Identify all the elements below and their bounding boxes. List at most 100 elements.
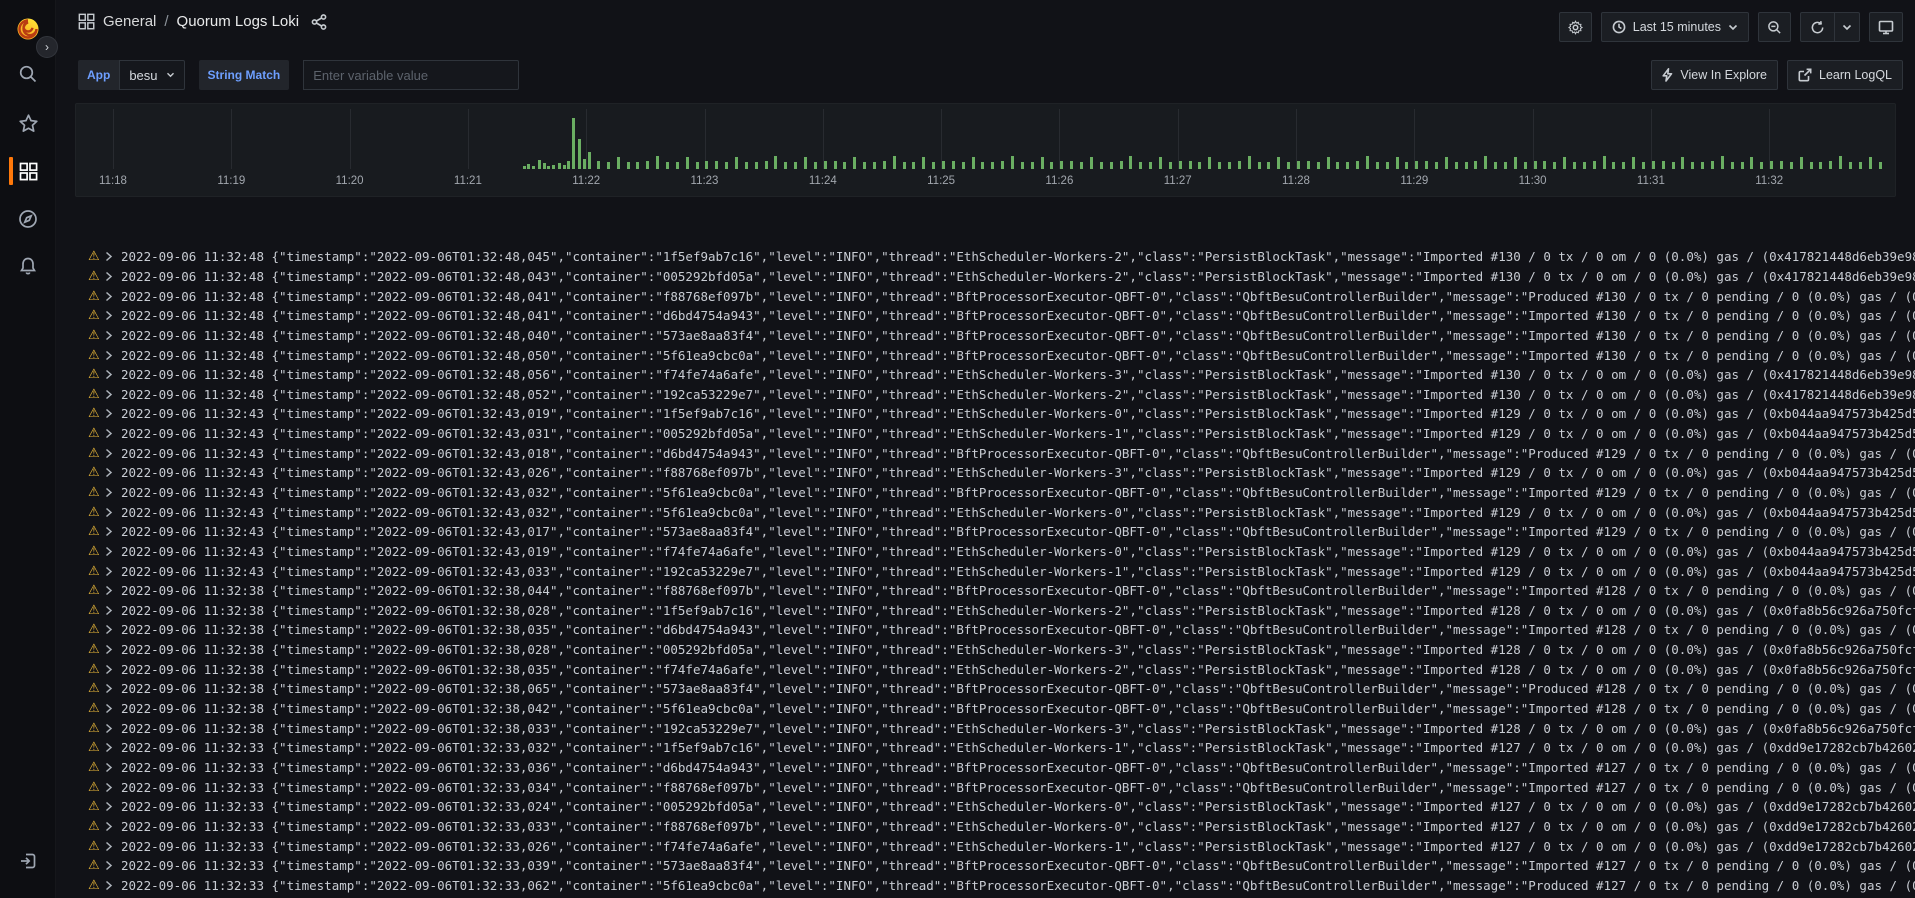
x-axis-tick-label: 11:20 — [335, 175, 364, 187]
breadcrumb-section[interactable]: General — [103, 13, 157, 30]
log-line-text: 2022-09-06 11:32:33 {"timestamp":"2022-0… — [121, 877, 1915, 893]
expand-row-chevron-icon[interactable] — [105, 703, 121, 714]
log-row[interactable]: ⚠ 2022-09-06 11:32:38 {"timestamp":"2022-… — [0, 699, 1915, 719]
expand-row-chevron-icon[interactable] — [105, 624, 121, 635]
expand-row-chevron-icon[interactable] — [105, 880, 121, 891]
histogram-bar — [853, 157, 857, 169]
view-in-explore-button[interactable]: View In Explore — [1651, 60, 1779, 90]
dashboard-settings-button[interactable] — [1558, 12, 1592, 42]
histogram-bar — [932, 162, 936, 169]
zoom-out-button[interactable] — [1758, 12, 1791, 42]
histogram-bar — [1760, 162, 1764, 169]
expand-row-chevron-icon[interactable] — [105, 428, 121, 439]
log-row[interactable]: ⚠ 2022-09-06 11:32:43 {"timestamp":"2022-… — [0, 522, 1915, 542]
expand-row-chevron-icon[interactable] — [105, 782, 121, 793]
expand-row-chevron-icon[interactable] — [105, 821, 121, 832]
expand-row-chevron-icon[interactable] — [105, 291, 121, 302]
log-row[interactable]: ⚠ 2022-09-06 11:32:48 {"timestamp":"2022-… — [0, 384, 1915, 404]
log-row[interactable]: ⚠ 2022-09-06 11:32:33 {"timestamp":"2022-… — [0, 856, 1915, 876]
log-row[interactable]: ⚠ 2022-09-06 11:32:43 {"timestamp":"2022-… — [0, 424, 1915, 444]
log-row[interactable]: ⚠ 2022-09-06 11:32:38 {"timestamp":"2022-… — [0, 581, 1915, 601]
expand-row-chevron-icon[interactable] — [105, 310, 121, 321]
log-row[interactable]: ⚠ 2022-09-06 11:32:38 {"timestamp":"2022-… — [0, 659, 1915, 679]
expand-row-chevron-icon[interactable] — [105, 408, 121, 419]
time-range-picker[interactable]: Last 15 minutes — [1600, 12, 1749, 42]
expand-row-chevron-icon[interactable] — [105, 369, 121, 380]
sidebar-item-explore[interactable] — [0, 203, 56, 235]
expand-row-chevron-icon[interactable] — [105, 860, 121, 871]
expand-row-chevron-icon[interactable] — [105, 389, 121, 400]
expand-row-chevron-icon[interactable] — [105, 526, 121, 537]
sidebar-item-search[interactable] — [0, 58, 56, 90]
expand-row-chevron-icon[interactable] — [105, 605, 121, 616]
log-row[interactable]: ⚠ 2022-09-06 11:32:48 {"timestamp":"2022-… — [0, 326, 1915, 346]
sidebar-expand-button[interactable]: › — [36, 36, 58, 58]
expand-row-chevron-icon[interactable] — [105, 683, 121, 694]
log-row[interactable]: ⚠ 2022-09-06 11:32:48 {"timestamp":"2022-… — [0, 247, 1915, 267]
log-row[interactable]: ⚠ 2022-09-06 11:32:43 {"timestamp":"2022-… — [0, 443, 1915, 463]
log-row[interactable]: ⚠ 2022-09-06 11:32:48 {"timestamp":"2022-… — [0, 267, 1915, 287]
log-row[interactable]: ⚠ 2022-09-06 11:32:43 {"timestamp":"2022-… — [0, 404, 1915, 424]
expand-row-chevron-icon[interactable] — [105, 330, 121, 341]
refresh-button[interactable] — [1800, 12, 1835, 42]
log-row[interactable]: ⚠ 2022-09-06 11:32:43 {"timestamp":"2022-… — [0, 502, 1915, 522]
expand-row-chevron-icon[interactable] — [105, 841, 121, 852]
log-row[interactable]: ⚠ 2022-09-06 11:32:43 {"timestamp":"2022-… — [0, 542, 1915, 562]
log-line-text: 2022-09-06 11:32:48 {"timestamp":"2022-0… — [121, 347, 1915, 363]
log-row[interactable]: ⚠ 2022-09-06 11:32:33 {"timestamp":"2022-… — [0, 758, 1915, 778]
log-row[interactable]: ⚠ 2022-09-06 11:32:38 {"timestamp":"2022-… — [0, 679, 1915, 699]
histogram-bar — [1730, 162, 1734, 169]
expand-row-chevron-icon[interactable] — [105, 467, 121, 478]
expand-row-chevron-icon[interactable] — [105, 723, 121, 734]
expand-row-chevron-icon[interactable] — [105, 546, 121, 557]
log-row[interactable]: ⚠ 2022-09-06 11:32:43 {"timestamp":"2022-… — [0, 483, 1915, 503]
sidebar-item-alerting[interactable] — [0, 250, 56, 282]
log-row[interactable]: ⚠ 2022-09-06 11:32:48 {"timestamp":"2022-… — [0, 345, 1915, 365]
learn-logql-button[interactable]: Learn LogQL — [1787, 60, 1903, 90]
expand-row-chevron-icon[interactable] — [105, 448, 121, 459]
expand-row-chevron-icon[interactable] — [105, 742, 121, 753]
expand-row-chevron-icon[interactable] — [105, 251, 121, 262]
log-row[interactable]: ⚠ 2022-09-06 11:32:33 {"timestamp":"2022-… — [0, 797, 1915, 817]
expand-row-chevron-icon[interactable] — [105, 271, 121, 282]
log-row[interactable]: ⚠ 2022-09-06 11:32:33 {"timestamp":"2022-… — [0, 876, 1915, 896]
expand-row-chevron-icon[interactable] — [105, 507, 121, 518]
expand-row-chevron-icon[interactable] — [105, 487, 121, 498]
histogram-bar — [572, 118, 576, 169]
expand-row-chevron-icon[interactable] — [105, 350, 121, 361]
histogram-bar — [1582, 162, 1586, 169]
log-row[interactable]: ⚠ 2022-09-06 11:32:43 {"timestamp":"2022-… — [0, 463, 1915, 483]
log-row[interactable]: ⚠ 2022-09-06 11:32:38 {"timestamp":"2022-… — [0, 620, 1915, 640]
kiosk-mode-button[interactable] — [1869, 12, 1903, 42]
log-line-text: 2022-09-06 11:32:48 {"timestamp":"2022-0… — [121, 288, 1915, 304]
histogram-bar — [1267, 162, 1271, 169]
expand-row-chevron-icon[interactable] — [105, 762, 121, 773]
refresh-interval-dropdown[interactable] — [1835, 12, 1860, 42]
log-row[interactable]: ⚠ 2022-09-06 11:32:33 {"timestamp":"2022-… — [0, 777, 1915, 797]
sidebar-item-dashboards[interactable] — [0, 155, 56, 187]
warning-icon: ⚠ — [88, 288, 100, 304]
grafana-logo[interactable] — [0, 13, 56, 45]
log-row[interactable]: ⚠ 2022-09-06 11:32:38 {"timestamp":"2022-… — [0, 640, 1915, 660]
log-row[interactable]: ⚠ 2022-09-06 11:32:33 {"timestamp":"2022-… — [0, 836, 1915, 856]
histogram-bar — [1829, 161, 1833, 169]
log-row[interactable]: ⚠ 2022-09-06 11:32:48 {"timestamp":"2022-… — [0, 306, 1915, 326]
log-row[interactable]: ⚠ 2022-09-06 11:32:33 {"timestamp":"2022-… — [0, 738, 1915, 758]
sidebar-item-starred[interactable] — [0, 107, 56, 139]
log-row[interactable]: ⚠ 2022-09-06 11:32:38 {"timestamp":"2022-… — [0, 601, 1915, 621]
log-row[interactable]: ⚠ 2022-09-06 11:32:48 {"timestamp":"2022-… — [0, 365, 1915, 385]
sidebar-item-sign-in[interactable] — [0, 845, 56, 877]
log-row[interactable]: ⚠ 2022-09-06 11:32:43 {"timestamp":"2022-… — [0, 561, 1915, 581]
log-row[interactable]: ⚠ 2022-09-06 11:32:33 {"timestamp":"2022-… — [0, 817, 1915, 837]
expand-row-chevron-icon[interactable] — [105, 585, 121, 596]
app-variable-select[interactable]: besu — [119, 60, 185, 90]
expand-row-chevron-icon[interactable] — [105, 566, 121, 577]
expand-row-chevron-icon[interactable] — [105, 644, 121, 655]
share-icon[interactable] — [311, 13, 327, 30]
string-match-input[interactable] — [303, 60, 520, 90]
log-row[interactable]: ⚠ 2022-09-06 11:32:38 {"timestamp":"2022-… — [0, 718, 1915, 738]
histogram-bar — [1336, 162, 1340, 169]
expand-row-chevron-icon[interactable] — [105, 664, 121, 675]
expand-row-chevron-icon[interactable] — [105, 801, 121, 812]
log-row[interactable]: ⚠ 2022-09-06 11:32:48 {"timestamp":"2022-… — [0, 286, 1915, 306]
